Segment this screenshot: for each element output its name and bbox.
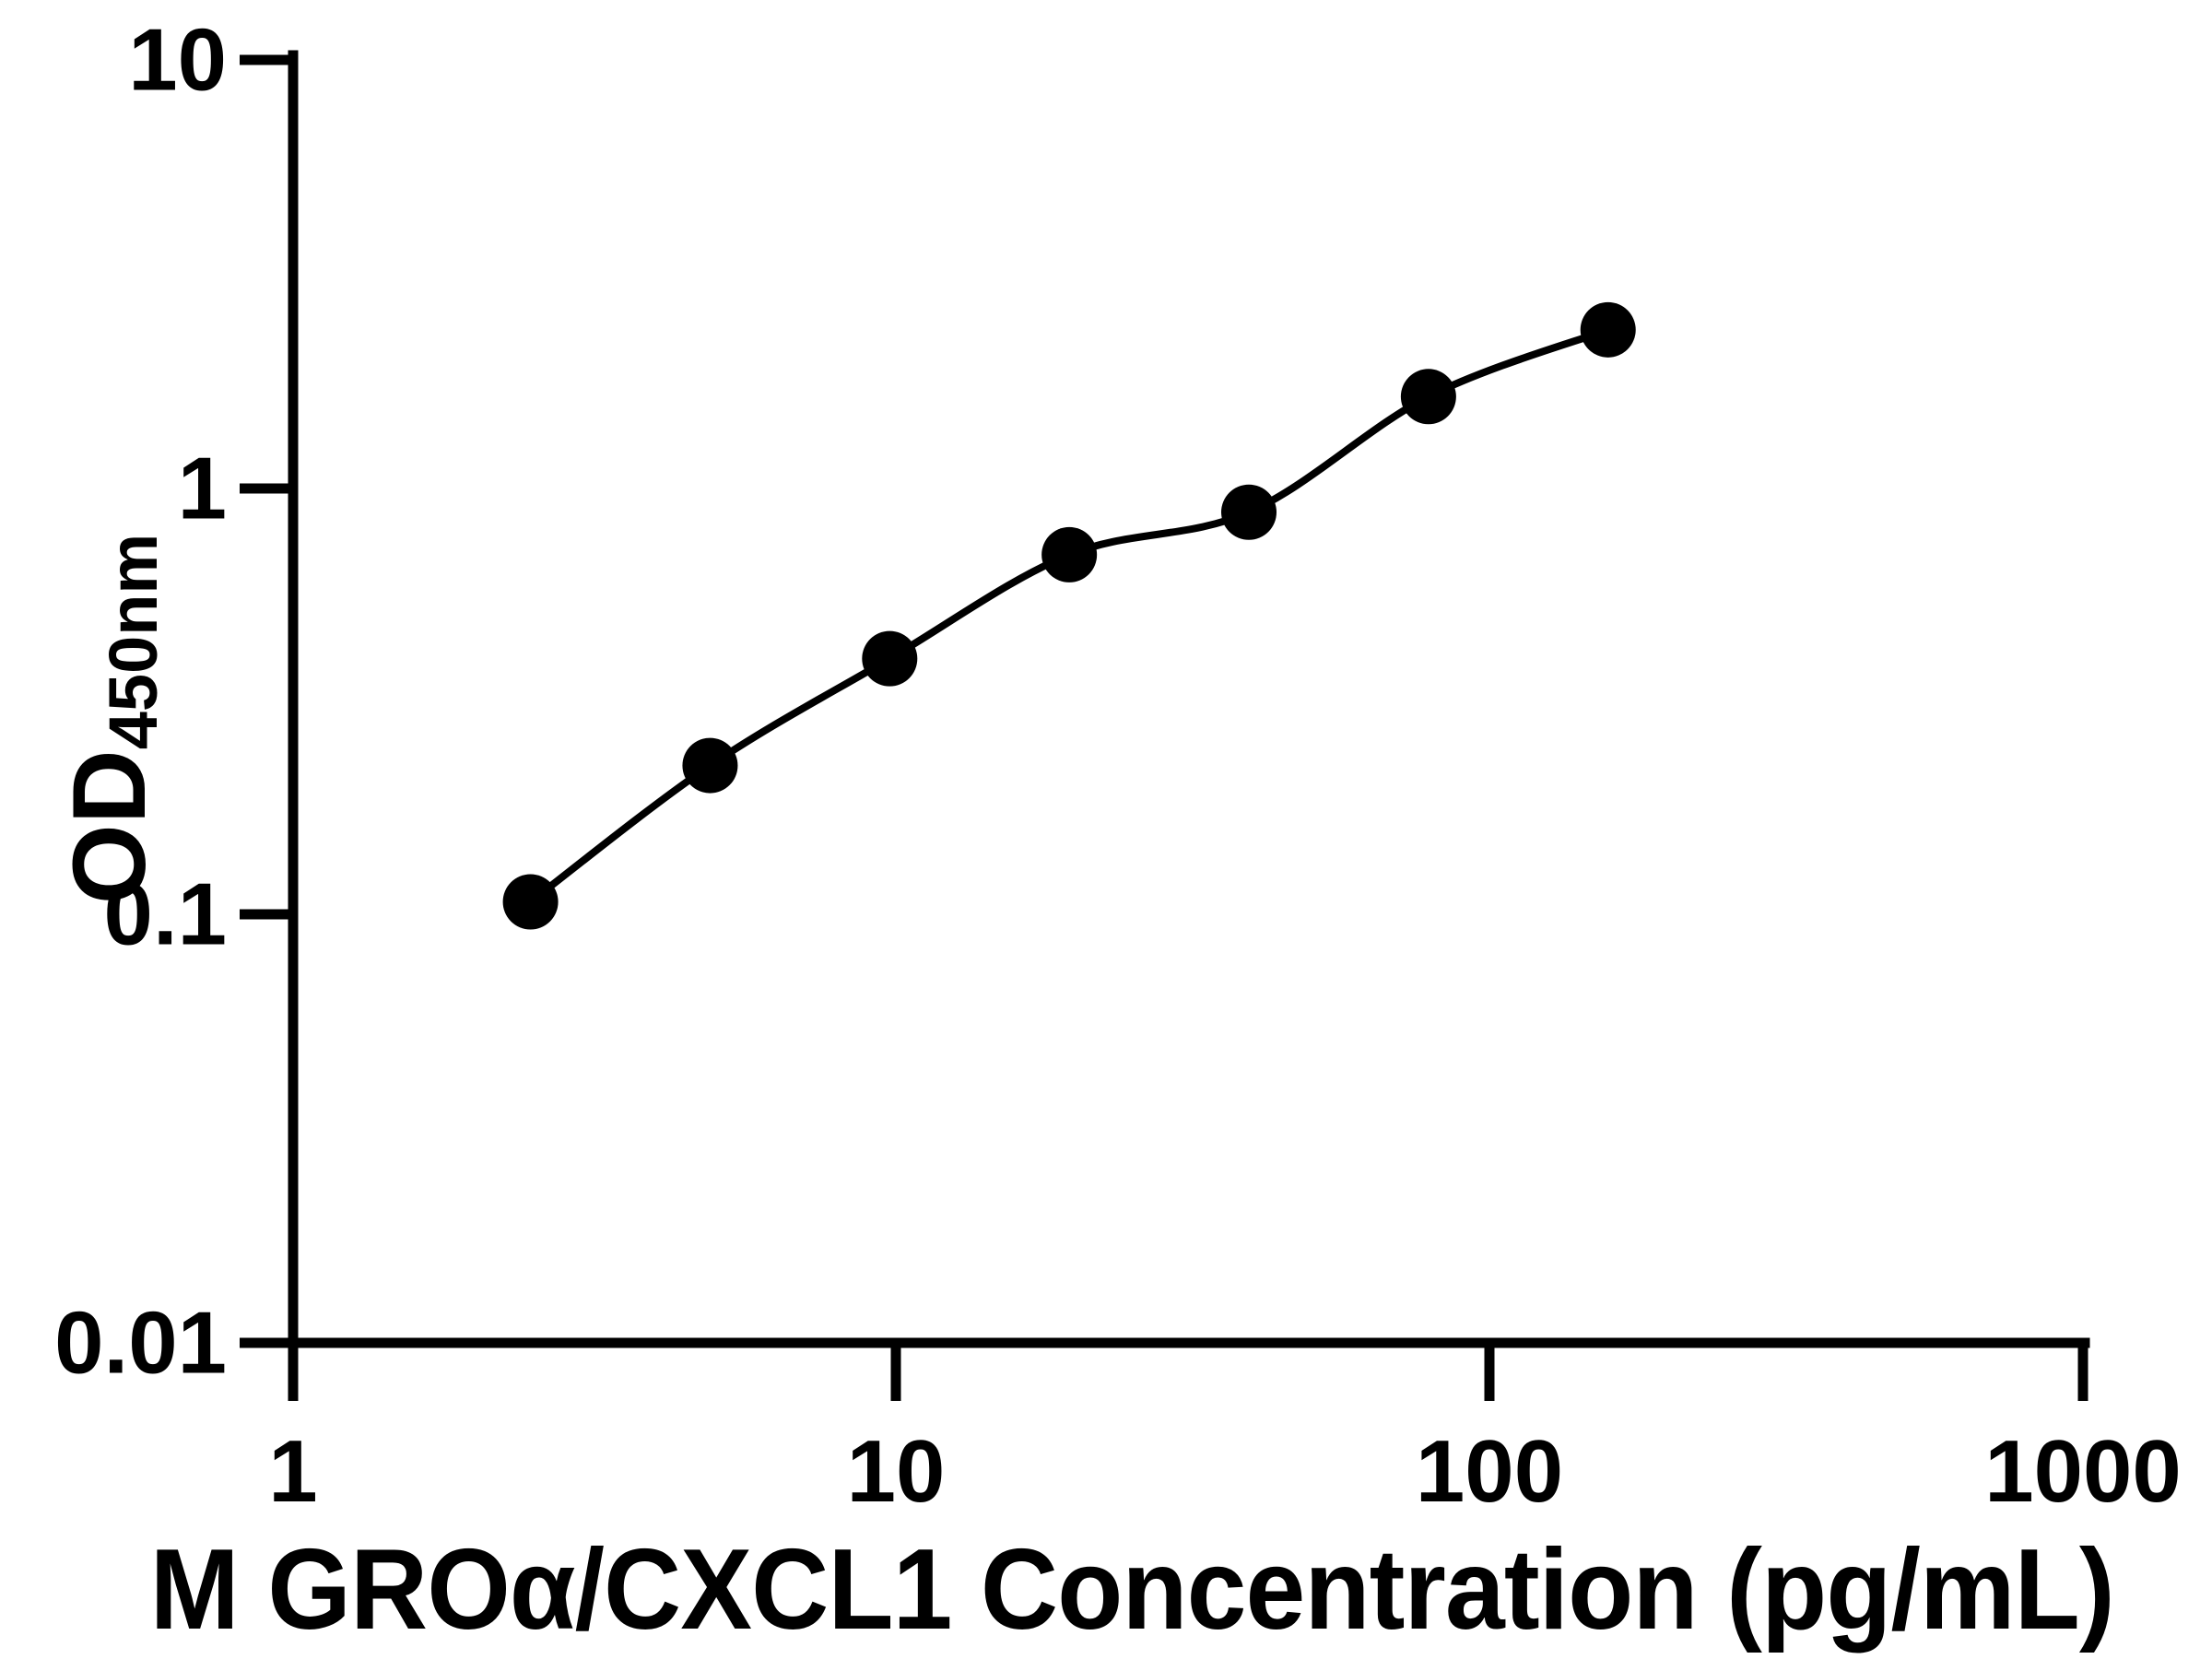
- x-tick-label-100: 100: [1416, 1422, 1563, 1521]
- data-point-marker: [1580, 301, 1636, 358]
- data-point-markers: [502, 301, 1636, 930]
- data-point-marker: [862, 630, 918, 687]
- y-axis-title-main: OD: [52, 749, 167, 904]
- y-axis-title: OD450nm: [52, 534, 171, 904]
- x-tick-label-10: 10: [847, 1422, 946, 1521]
- y-axis-title-subscript: 450nm: [95, 534, 171, 749]
- data-point-marker: [1221, 484, 1277, 540]
- data-point-marker: [682, 737, 738, 794]
- data-point-marker: [1400, 369, 1456, 425]
- x-tick-label-1000: 1000: [1984, 1422, 2182, 1521]
- svg-text:OD450nm: OD450nm: [52, 534, 171, 904]
- y-tick-label-0-01: 0.01: [54, 1294, 227, 1393]
- y-axis-ticks: [240, 54, 293, 1348]
- y-tick-label-0-1: 0.1: [104, 865, 227, 964]
- x-axis-title: M GROα/CXCL1 Concentration (pg/mL): [150, 1526, 2114, 1653]
- x-axis-ticks: [288, 1343, 2088, 1401]
- data-point-marker: [1041, 526, 1098, 582]
- y-tick-label-10: 10: [128, 11, 227, 110]
- data-point-marker: [502, 874, 559, 930]
- y-tick-label-1: 1: [178, 440, 227, 538]
- x-tick-label-1: 1: [268, 1422, 317, 1521]
